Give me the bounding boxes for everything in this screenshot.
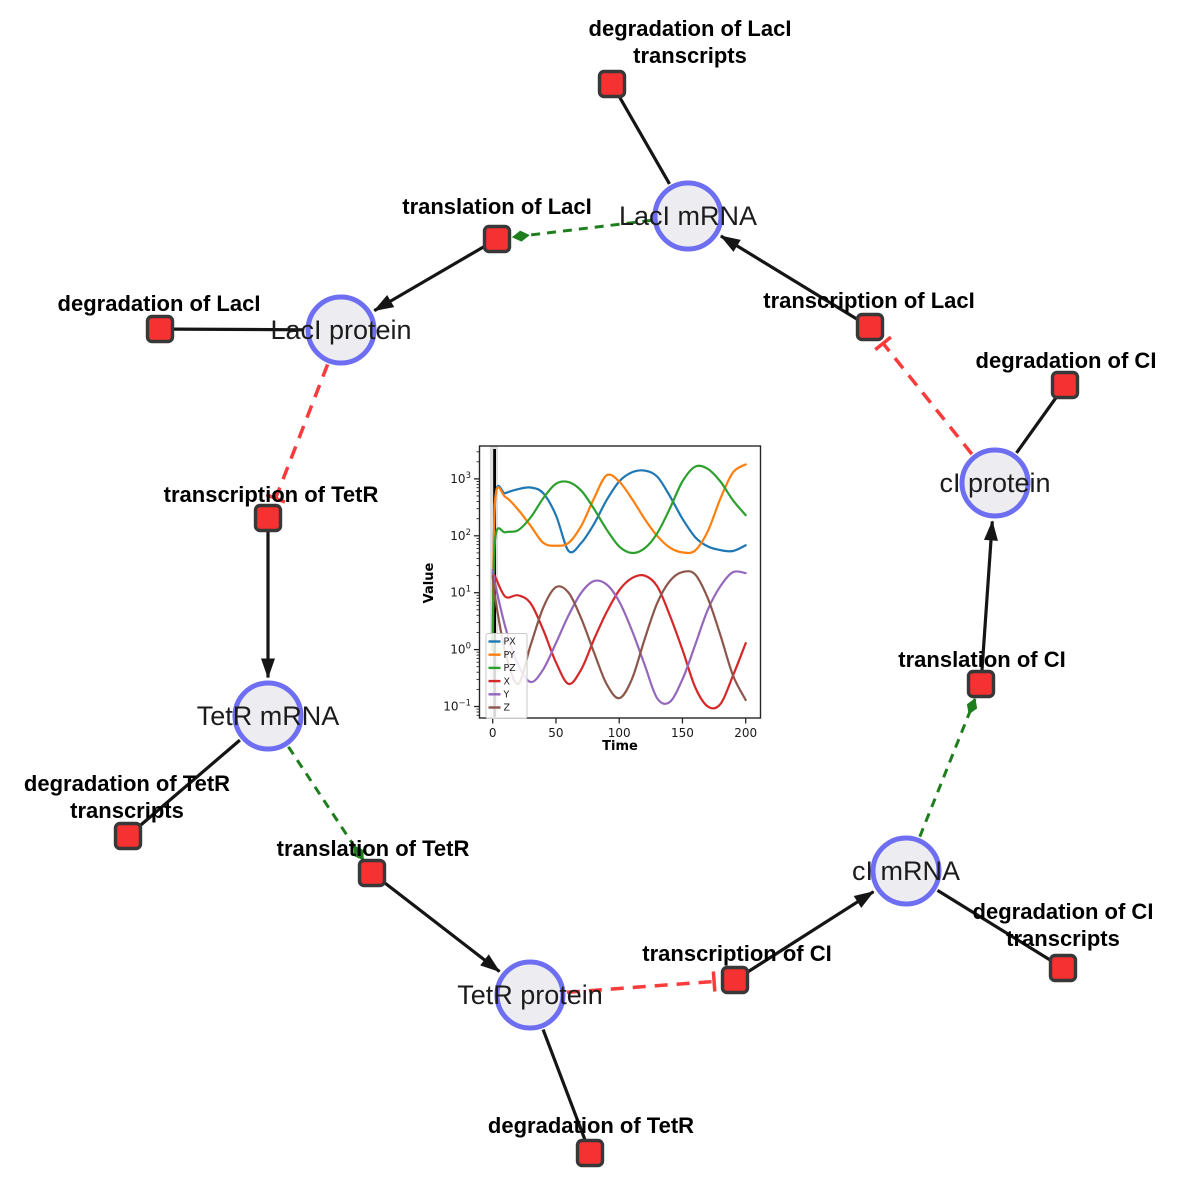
reaction-node-deg-laci[interactable] (145, 314, 175, 344)
species-label-tetr-protein: TetR protein (457, 980, 603, 1010)
chart-frame (478, 445, 762, 719)
chart-series-PX (491, 469, 747, 651)
chart-series-X (491, 572, 747, 710)
reaction-label-deg-tetr-transcripts: degradation of TetR transcripts (24, 771, 230, 823)
chart-x-tick-1: 50 (548, 726, 563, 740)
reaction-node-deg-laci-transcripts[interactable] (597, 69, 627, 99)
chart-series-PY (491, 463, 747, 651)
chart-y-axis-title: Value (422, 562, 437, 603)
edge-consumption-laci-mrna-to-deg-laci-transcripts (617, 95, 671, 185)
species-node-ci-protein[interactable] (959, 447, 1031, 519)
edge-production-translation-ci-to-ci-protein (980, 520, 998, 671)
nodes-layer (113, 69, 1080, 1168)
reaction-node-deg-ci-transcripts[interactable] (1048, 953, 1078, 983)
labels-layer: LacI mRNA LacI protein cI protein TetR mRNA… (24, 16, 1157, 1138)
species-node-tetr-mrna[interactable] (232, 680, 304, 752)
chart-x-tick-0: 0 (489, 726, 497, 740)
edge-modifier-tetr-mrna-to-translation-tetr (287, 745, 365, 861)
reaction-label-deg-laci-transcripts: degradation of LacI transcripts (589, 16, 792, 68)
edge-modifier-ci-mrna-to-translation-ci (918, 697, 978, 838)
edge-production-translation-laci-to-laci-protein (373, 244, 486, 312)
legend-label-Z: Z (504, 703, 511, 714)
reaction-node-deg-tetr[interactable] (575, 1138, 605, 1168)
species-label-ci-protein: cI protein (939, 468, 1050, 498)
chart-y-tick-1: 102 (450, 528, 471, 543)
edge-inhibition-ci-protein-to-transcription-laci (874, 335, 974, 456)
chart-x-tick-3: 150 (671, 726, 694, 740)
reaction-node-translation-tetr[interactable] (357, 858, 387, 888)
chart-y-tick-3: 100 (450, 642, 471, 657)
edge-consumption-tetr-protein-to-deg-tetr (541, 1029, 587, 1141)
species-label-ci-mrna: cI mRNA (852, 856, 960, 886)
species-label-tetr-mrna: TetR mRNA (197, 701, 340, 731)
legend-label-X: X (504, 676, 511, 687)
reaction-node-transcription-ci[interactable] (720, 965, 750, 995)
reaction-node-deg-ci[interactable] (1050, 370, 1080, 400)
chart-y-tick-4: 10−1 (443, 699, 471, 714)
edge-inhibition-laci-protein-to-transcription-tetr (265, 363, 330, 504)
edge-consumption-tetr-mrna-to-deg-tetr-transcripts (137, 738, 241, 829)
chart-y-tick-2: 101 (450, 585, 471, 600)
reaction-label-transcription-laci: transcription of LacI (763, 288, 974, 313)
species-node-laci-mrna[interactable] (652, 180, 724, 252)
legend-label-PY: PY (504, 650, 516, 661)
edge-consumption-ci-protein-to-deg-ci (1015, 395, 1059, 454)
chart-series-PZ (491, 464, 747, 651)
reaction-node-transcription-tetr[interactable] (253, 503, 283, 533)
edge-production-transcription-ci-to-ci-mrna (745, 890, 875, 974)
edge-inhibition-tetr-protein-to-transcription-ci (566, 971, 717, 995)
reaction-node-deg-tetr-transcripts[interactable] (113, 821, 143, 851)
edges-layer (137, 95, 1059, 1141)
reaction-label-deg-ci: degradation of CI (976, 348, 1157, 373)
chart-x-tick-4: 200 (734, 726, 757, 740)
chart-x-tick-2: 100 (608, 726, 631, 740)
reaction-node-transcription-laci[interactable] (855, 312, 885, 342)
edge-production-transcription-laci-to-laci-mrna (720, 234, 859, 322)
reaction-label-transcription-tetr: transcription of TetR (164, 482, 379, 507)
reaction-label-deg-laci: degradation of LacI (58, 291, 261, 316)
species-node-ci-mrna[interactable] (870, 835, 942, 907)
legend-label-PX: PX (504, 637, 517, 648)
species-node-laci-protein[interactable] (305, 294, 377, 366)
species-label-laci-protein: LacI protein (270, 315, 411, 345)
reaction-label-translation-ci: translation of CI (898, 647, 1065, 672)
legend-label-Y: Y (503, 690, 510, 701)
reaction-label-deg-tetr: degradation of TetR (488, 1113, 694, 1138)
reaction-label-transcription-ci: transcription of CI (642, 941, 831, 966)
edge-consumption-ci-mrna-to-deg-ci-transcripts (936, 889, 1052, 962)
chart-x-axis-title: Time (602, 739, 638, 754)
reaction-label-translation-laci: translation of LacI (402, 194, 591, 219)
reaction-label-translation-tetr: translation of TetR (277, 836, 470, 861)
legend-label-PZ: PZ (504, 663, 517, 674)
species-label-laci-mrna: LacI mRNA (619, 201, 757, 231)
species-node-tetr-protein[interactable] (494, 959, 566, 1031)
inset-chart: 103 102 101 100 10−1 0 50 100 150 200 Time Value PX P… (422, 445, 762, 754)
edge-consumption-laci-protein-to-deg-laci (173, 327, 305, 332)
reaction-node-translation-laci[interactable] (482, 224, 512, 254)
edge-production-translation-tetr-to-tetr-protein (382, 880, 501, 973)
chart-y-tick-0: 103 (450, 471, 471, 486)
edge-modifier-laci-mrna-to-translation-laci (511, 218, 652, 242)
reaction-node-translation-ci[interactable] (966, 669, 996, 699)
reaction-label-deg-ci-transcripts: degradation of CI transcripts (973, 899, 1154, 951)
